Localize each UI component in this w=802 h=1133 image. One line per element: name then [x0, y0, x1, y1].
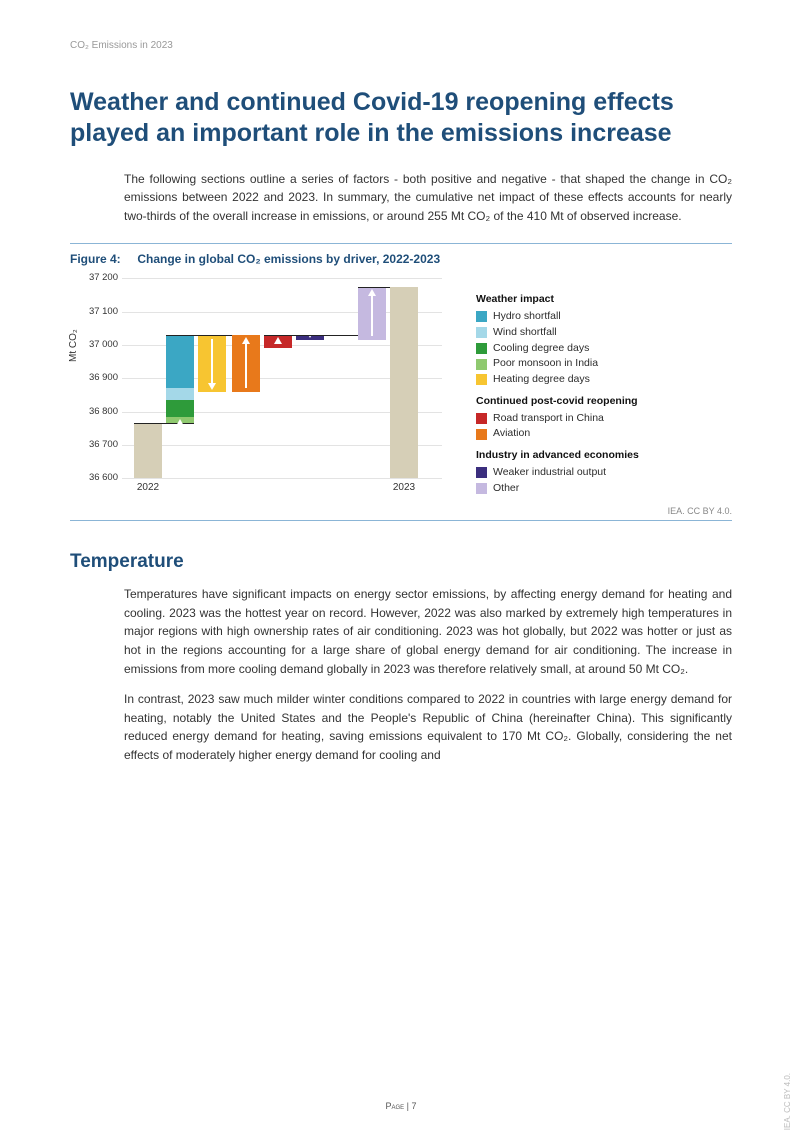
chart-bar: [166, 388, 194, 400]
x-tick-label: 2023: [384, 482, 424, 493]
arrow-line: [245, 339, 247, 388]
y-tick-label: 36 900: [78, 372, 118, 383]
legend-item: Heating degree days: [476, 372, 732, 388]
chart-bar: [166, 335, 194, 388]
y-tick-label: 36 800: [78, 406, 118, 417]
legend-swatch: [476, 343, 487, 354]
arrow-up-icon: [176, 419, 184, 426]
legend-item: Hydro shortfall: [476, 309, 732, 325]
legend-label: Other: [493, 481, 519, 497]
arrow-up-icon: [368, 289, 376, 296]
body-paragraph-2: In contrast, 2023 saw much milder winter…: [124, 690, 732, 764]
chart-legend: Weather impactHydro shortfallWind shortf…: [460, 272, 732, 502]
legend-label: Heating degree days: [493, 372, 590, 388]
legend-group-heading: Continued post-covid reopening: [476, 394, 732, 410]
page-footer: Page | 7: [0, 1101, 802, 1111]
legend-label: Hydro shortfall: [493, 309, 561, 325]
y-tick-label: 36 700: [78, 439, 118, 450]
legend-label: Aviation: [493, 426, 530, 442]
arrow-up-icon: [242, 337, 250, 344]
page-header: CO₂ Emissions in 2023: [70, 40, 732, 51]
y-tick-label: 37 200: [78, 272, 118, 283]
arrow-line: [211, 339, 213, 388]
legend-swatch: [476, 467, 487, 478]
chart-bar: [134, 423, 162, 478]
gridline: [122, 478, 442, 479]
legend-swatch: [476, 483, 487, 494]
page-title: Weather and continued Covid-19 reopening…: [70, 87, 732, 150]
arrow-up-icon: [274, 337, 282, 344]
legend-label: Wind shortfall: [493, 325, 557, 341]
legend-item: Wind shortfall: [476, 325, 732, 341]
y-tick-label: 36 600: [78, 472, 118, 483]
legend-item: Poor monsoon in India: [476, 356, 732, 372]
legend-group-heading: Industry in advanced economies: [476, 448, 732, 464]
legend-item: Other: [476, 481, 732, 497]
legend-item: Aviation: [476, 426, 732, 442]
figure-attribution: IEA. CC BY 4.0.: [70, 506, 732, 516]
legend-swatch: [476, 374, 487, 385]
figure-4: Figure 4: Change in global CO₂ emissions…: [70, 243, 732, 521]
connector-line: [134, 423, 194, 424]
legend-swatch: [476, 359, 487, 370]
arrow-line: [371, 291, 373, 336]
waterfall-chart: Mt CO₂ 36 60036 70036 80036 90037 00037 …: [70, 272, 460, 502]
arrow-down-icon: [208, 383, 216, 390]
legend-label: Poor monsoon in India: [493, 356, 598, 372]
figure-title: Change in global CO₂ emissions by driver…: [137, 252, 440, 266]
x-tick-label: 2022: [128, 482, 168, 493]
legend-item: Road transport in China: [476, 411, 732, 427]
section-heading-temperature: Temperature: [70, 551, 732, 573]
legend-swatch: [476, 429, 487, 440]
legend-label: Road transport in China: [493, 411, 604, 427]
gridline: [122, 278, 442, 279]
legend-swatch: [476, 327, 487, 338]
legend-label: Weaker industrial output: [493, 465, 606, 481]
legend-item: Cooling degree days: [476, 341, 732, 357]
y-tick-label: 37 000: [78, 339, 118, 350]
chart-bar: [166, 400, 194, 417]
legend-swatch: [476, 413, 487, 424]
legend-label: Cooling degree days: [493, 341, 589, 357]
chart-bar: [390, 287, 418, 479]
y-tick-label: 37 100: [78, 306, 118, 317]
figure-number: Figure 4:: [70, 252, 134, 266]
side-attribution: IEA. CC BY 4.0.: [783, 1073, 792, 1130]
legend-item: Weaker industrial output: [476, 465, 732, 481]
legend-group-heading: Weather impact: [476, 292, 732, 308]
body-paragraph-1: Temperatures have significant impacts on…: [124, 585, 732, 678]
intro-paragraph: The following sections outline a series …: [124, 170, 732, 226]
figure-caption: Figure 4: Change in global CO₂ emissions…: [70, 252, 732, 266]
legend-swatch: [476, 311, 487, 322]
